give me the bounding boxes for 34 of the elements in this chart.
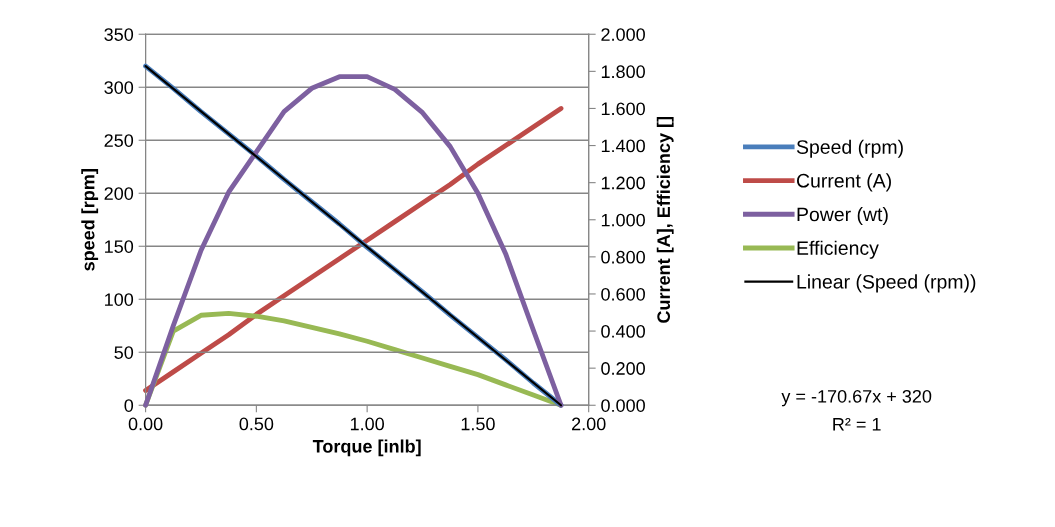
- y-tick-label: 50: [114, 346, 134, 359]
- x-tick-label: 0.50: [239, 417, 274, 431]
- y2-tick-label: 1.400: [601, 139, 645, 153]
- y2-tick-label: 0.800: [601, 250, 645, 264]
- text: R² = 1: [833, 417, 881, 431]
- y2-tick-label: 2.000: [601, 28, 645, 41]
- legend-label: Linear (Speed (rpm)): [797, 274, 976, 293]
- y-tick-label: 200: [104, 187, 134, 200]
- x-tick-label: 1.50: [461, 417, 495, 431]
- x-tick-label: 0.00: [128, 417, 163, 431]
- y2-tick-label: 0.000: [601, 399, 645, 412]
- legend-label: Power (wt): [797, 207, 888, 226]
- legend-label: Efficiency: [797, 240, 879, 259]
- legend-label: Speed (rpm): [796, 139, 903, 158]
- legend-label: Current (A): [796, 173, 891, 192]
- y2-tick-label: 1.200: [601, 176, 645, 190]
- y-tick-label: 350: [104, 28, 134, 41]
- x-tick-label: 1.00: [350, 417, 385, 431]
- y2-tick-label: 0.600: [601, 287, 645, 301]
- x-tick-label: 2.00: [572, 417, 606, 431]
- x-axis-title: Torque [inlb]: [312, 439, 421, 457]
- y2-tick-label: 1.000: [601, 213, 645, 227]
- y2-axis-title: Current [A], Efficiency []: [656, 116, 674, 323]
- y2-tick-label: 1.600: [601, 102, 645, 116]
- y-tick-label: 250: [104, 134, 134, 147]
- y-axis-title: speed [rpm]: [81, 169, 99, 271]
- y-tick-label: 100: [105, 293, 134, 306]
- y2-tick-label: 0.200: [601, 362, 645, 375]
- y2-tick-label: 0.400: [601, 325, 645, 338]
- y2-tick-label: 1.800: [601, 65, 645, 79]
- text: y = -170.67x + 320: [781, 389, 932, 407]
- y-tick-label: 150: [105, 240, 134, 253]
- y-tick-label: 300: [104, 81, 134, 94]
- y-tick-label: 0: [124, 399, 134, 412]
